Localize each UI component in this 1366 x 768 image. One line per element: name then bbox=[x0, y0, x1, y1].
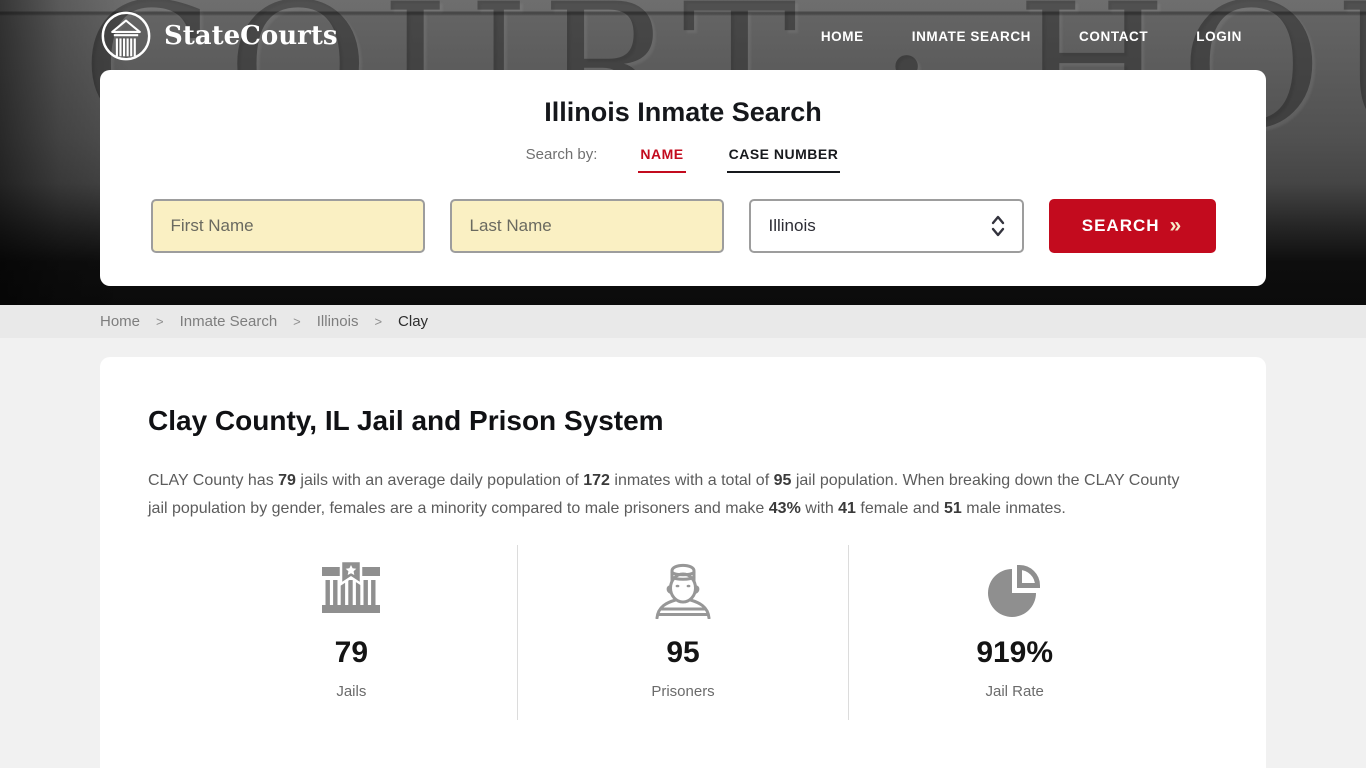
breadcrumb-home[interactable]: Home bbox=[100, 313, 141, 330]
hero-header: COURT · HOUSE StateCourts HOME INMATE SE… bbox=[0, 0, 1366, 305]
last-name-input[interactable] bbox=[449, 199, 724, 253]
nav-contact[interactable]: CONTACT bbox=[1079, 28, 1149, 44]
nav-home[interactable]: HOME bbox=[820, 28, 864, 44]
nav-login[interactable]: LOGIN bbox=[1196, 28, 1242, 44]
breadcrumb-separator: > bbox=[156, 314, 164, 329]
brand-logo-link[interactable]: StateCourts bbox=[100, 10, 337, 62]
stat-value-jail-rate: 919% bbox=[976, 636, 1054, 669]
prisoner-icon bbox=[655, 563, 711, 619]
double-chevron-icon: » bbox=[1169, 213, 1183, 237]
stat-label-jails: Jails bbox=[336, 683, 367, 700]
search-by-row: Search by: NAME CASE NUMBER bbox=[100, 146, 1266, 173]
select-stepper-icon bbox=[991, 215, 1004, 237]
search-title: Illinois Inmate Search bbox=[544, 97, 822, 127]
top-navigation-bar: StateCourts HOME INMATE SEARCH CONTACT L… bbox=[0, 0, 1366, 72]
tab-case-number[interactable]: CASE NUMBER bbox=[726, 146, 841, 173]
search-button[interactable]: SEARCH » bbox=[1048, 199, 1216, 253]
pie-chart-icon bbox=[987, 564, 1040, 617]
stat-prisoners: 95 Prisoners bbox=[516, 545, 849, 720]
stat-jail-rate: 919% Jail Rate bbox=[848, 545, 1180, 720]
breadcrumb: Home > Inmate Search > Illinois > Clay bbox=[0, 305, 1366, 338]
county-summary-paragraph: CLAY County has 79 jails with an average… bbox=[148, 472, 1180, 517]
breadcrumb-inmate-search[interactable]: Inmate Search bbox=[179, 313, 278, 330]
stat-value-prisoners: 95 bbox=[666, 636, 700, 669]
breadcrumb-separator: > bbox=[374, 314, 383, 329]
nav-inmate-search[interactable]: INMATE SEARCH bbox=[911, 28, 1032, 44]
state-select[interactable]: Illinois bbox=[748, 199, 1024, 253]
stats-row: 79 Jails bbox=[186, 545, 1180, 720]
stat-value-jails: 79 bbox=[334, 636, 369, 669]
breadcrumb-current-clay: Clay bbox=[398, 313, 429, 330]
search-form: Illinois SEARCH » bbox=[100, 199, 1266, 253]
stat-jails: 79 Jails bbox=[186, 545, 517, 720]
breadcrumb-separator: > bbox=[293, 314, 301, 329]
jail-icon bbox=[322, 559, 381, 613]
tab-name[interactable]: NAME bbox=[638, 146, 686, 173]
stat-label-jail-rate: Jail Rate bbox=[985, 683, 1044, 700]
brand-name: StateCourts bbox=[164, 21, 338, 51]
main-nav: HOME INMATE SEARCH CONTACT LOGIN bbox=[773, 29, 1242, 44]
main-content: Clay County, IL Jail and Prison System C… bbox=[0, 338, 1366, 768]
page-title: Clay County, IL Jail and Prison System bbox=[148, 405, 664, 436]
statecourts-logo-icon bbox=[101, 11, 151, 61]
first-name-input[interactable] bbox=[150, 199, 425, 253]
search-by-label: Search by: bbox=[525, 146, 598, 163]
inmate-search-card: Illinois Inmate Search Search by: NAME C… bbox=[100, 70, 1266, 286]
state-select-value: Illinois bbox=[768, 216, 816, 235]
search-button-label: SEARCH bbox=[1081, 216, 1160, 235]
stat-label-prisoners: Prisoners bbox=[651, 683, 715, 700]
county-info-card: Clay County, IL Jail and Prison System C… bbox=[100, 357, 1266, 768]
breadcrumb-illinois[interactable]: Illinois bbox=[316, 313, 359, 330]
